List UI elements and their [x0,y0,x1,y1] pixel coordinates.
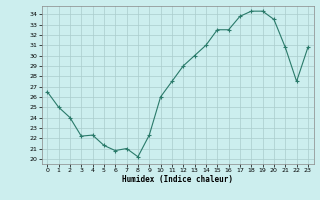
X-axis label: Humidex (Indice chaleur): Humidex (Indice chaleur) [122,175,233,184]
